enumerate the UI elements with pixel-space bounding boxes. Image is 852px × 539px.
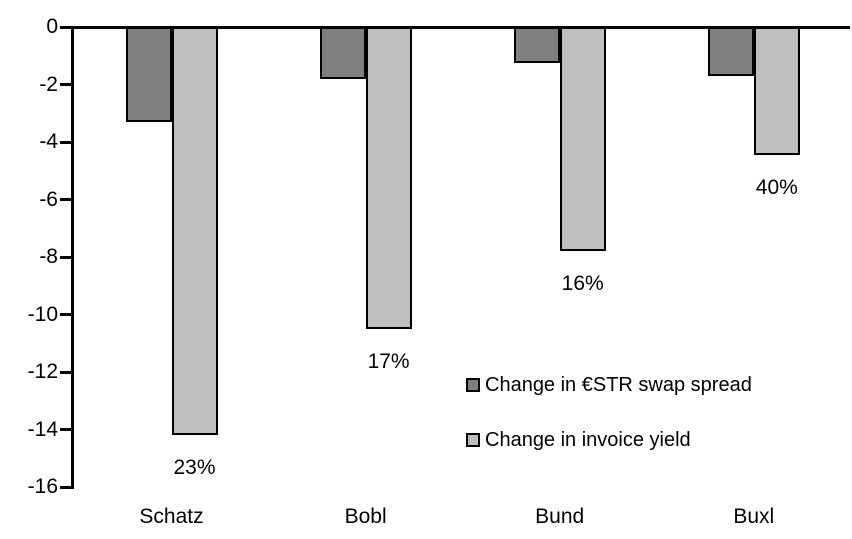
bar-invoice-yield-schatz (171, 27, 218, 436)
y-tick-label: -8 (39, 245, 58, 268)
y-axis-line (71, 25, 74, 489)
bar-swap-spread-buxl (707, 27, 754, 76)
x-category-label-bobl: Bobl (344, 505, 387, 528)
y-tick-label: -2 (39, 72, 58, 96)
y-tick-label: -6 (39, 187, 58, 211)
bar-value-label-buxl: 40% (755, 175, 798, 199)
y-axis-tick (60, 313, 74, 316)
legend-swatch-invoice-yield-icon (466, 433, 480, 447)
legend-label-invoice-yield: Change in invoice yield (485, 428, 691, 451)
x-category-label-bund: Bund (535, 505, 585, 528)
legend-label-swap-spread: Change in €STR swap spread (485, 373, 752, 396)
y-tick-label: -14 (27, 417, 58, 441)
bar-swap-spread-bobl (319, 27, 366, 79)
bar-invoice-yield-bobl (365, 27, 412, 329)
y-tick-label: -16 (27, 475, 58, 498)
bar-swap-spread-bund (513, 27, 560, 63)
bar-value-label-bund: 16% (561, 272, 604, 296)
y-tick-label: -4 (39, 130, 58, 153)
legend-item-invoice-yield: Change in invoice yield (466, 427, 752, 453)
y-tick-label: 0 (46, 15, 58, 38)
y-tick-label: -10 (27, 302, 58, 326)
bar-invoice-yield-bund (559, 27, 606, 252)
y-axis-tick (60, 428, 74, 431)
bar-value-label-bobl: 17% (367, 349, 410, 373)
x-category-label-buxl: Buxl (733, 505, 775, 528)
y-axis-tick (60, 255, 74, 259)
y-axis-tick (60, 370, 74, 374)
y-axis-tick (60, 485, 74, 489)
y-axis-tick (60, 83, 74, 86)
bar-swap-spread-schatz (125, 27, 172, 122)
legend-item-swap-spread: Change in €STR swap spread (466, 372, 752, 398)
bar-invoice-yield-buxl (753, 27, 800, 155)
y-tick-label: -12 (27, 360, 58, 383)
x-category-label-schatz: Schatz (139, 505, 204, 528)
x-axis-line (60, 25, 850, 29)
y-axis-tick (60, 198, 74, 201)
bar-value-label-schatz: 23% (173, 456, 216, 480)
legend-swatch-swap-spread-icon (466, 378, 480, 392)
legend: Change in €STR swap spread Change in inv… (466, 372, 752, 482)
y-axis-tick (60, 140, 74, 144)
